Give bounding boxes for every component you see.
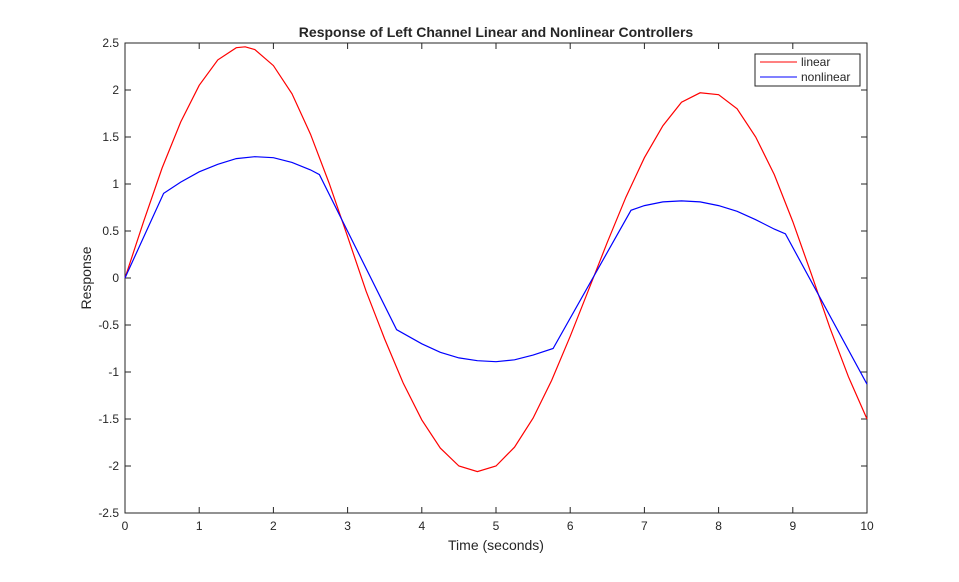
x-tick-label: 9 [789,519,796,533]
series-line-linear [124,46,868,473]
legend-label-linear: linear [801,55,830,69]
y-tick-label: 2.5 [102,36,119,50]
y-tick-label: -1.5 [98,412,119,426]
x-tick-label: 6 [567,519,574,533]
x-tick-label: 10 [860,519,874,533]
series-line-nonlinear [124,156,868,385]
x-tick-label: 5 [493,519,500,533]
legend-label-nonlinear: nonlinear [801,70,850,84]
x-tick-label: 1 [196,519,203,533]
x-tick-label: 3 [344,519,351,533]
x-tick-label: 2 [270,519,277,533]
y-tick-label: -2.5 [98,506,119,520]
y-tick-label: -0.5 [98,318,119,332]
y-tick-label: 0.5 [102,224,119,238]
x-axis-label: Time (seconds) [448,537,544,553]
x-tick-label: 7 [641,519,648,533]
legend[interactable]: linear nonlinear [754,53,861,87]
y-tick-label: 2 [112,83,119,97]
x-tick-label: 0 [122,519,129,533]
chart-title: Response of Left Channel Linear and Nonl… [299,24,694,40]
x-tick-label: 8 [715,519,722,533]
y-tick-label: 0 [112,271,119,285]
y-tick-label: 1.5 [102,130,119,144]
y-tick-label: -2 [108,459,119,473]
plot-area [124,42,868,514]
y-tick-label: -1 [108,365,119,379]
y-axis-label: Response [78,246,94,309]
y-tick-label: 1 [112,177,119,191]
x-tick-label: 4 [418,519,425,533]
